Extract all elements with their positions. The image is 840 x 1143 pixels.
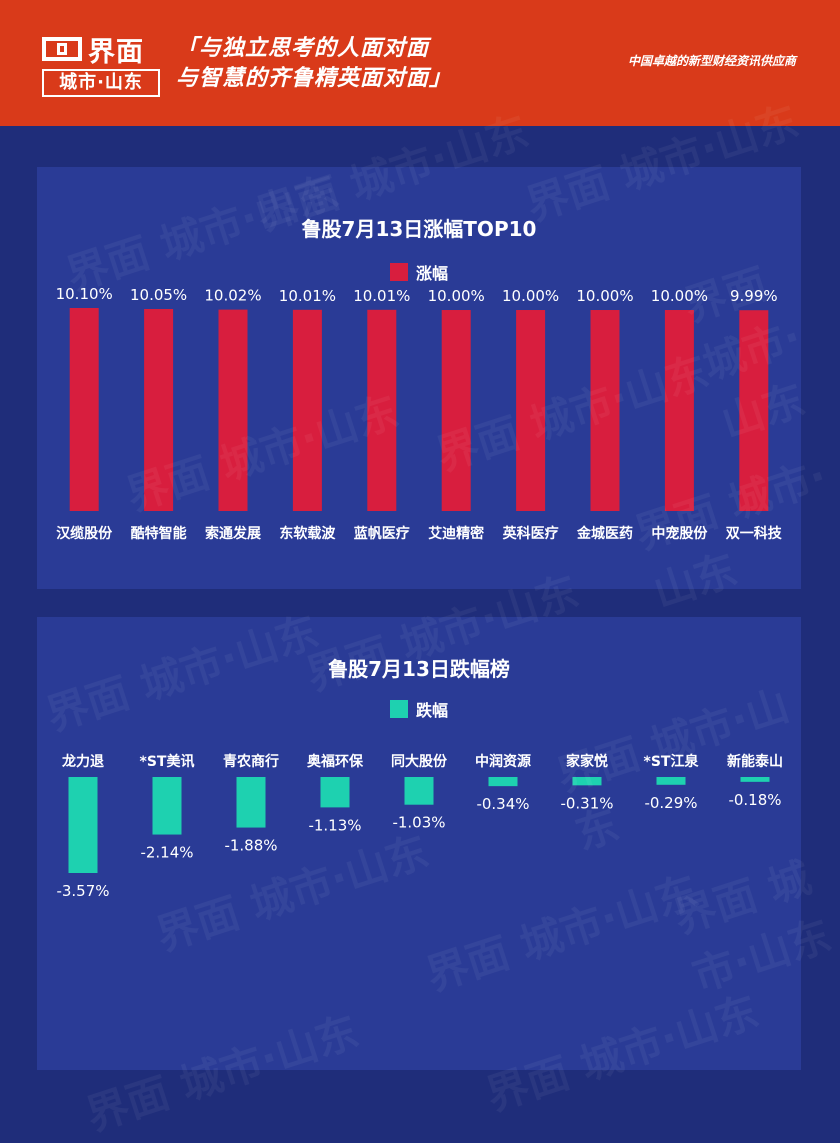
gainer-bar (664, 310, 694, 511)
gainer-value-label: 10.05% (130, 286, 187, 304)
loser-bar (656, 777, 686, 785)
loser-value-label: -2.14% (140, 844, 193, 862)
gainer-value-label: 9.99% (730, 287, 778, 305)
gainers-legend-swatch (389, 263, 408, 281)
loser-bar (236, 777, 266, 828)
gainer-value-label: 10.00% (502, 287, 559, 305)
gainer-bar (590, 310, 620, 511)
gainer-category-label: 中宠股份 (651, 525, 708, 542)
gainer-category-label: 蓝帆医疗 (354, 525, 410, 542)
logo-bottom-text: 城市·山东 (42, 69, 160, 97)
gainer-category-label: 汉缆股份 (56, 525, 113, 542)
loser-bar (488, 777, 518, 787)
loser-category-label: 青农商行 (223, 753, 279, 770)
losers-bar-chart: 龙力退 -3.57% *ST美讯 -2.14% 青农商行 -1.88% 奥福环保 -1.13%… (56, 753, 783, 900)
loser-category-label: 新能泰山 (727, 753, 783, 770)
gainer-value-label: 10.10% (56, 285, 113, 303)
loser-value-label: -1.13% (308, 816, 361, 834)
jiemian-logo: 界面 城市·山东 (42, 32, 160, 97)
loser-category-label: 中润资源 (475, 753, 531, 770)
gainers-panel: 鲁股7月13日涨幅TOP10 涨幅 10.10% 汉缆股份 10.05% 酷特智能 10… (37, 167, 801, 589)
gainer-bar (292, 309, 322, 511)
gainer-bar (69, 308, 99, 511)
loser-bar (404, 777, 434, 805)
logo-mark-icon (42, 37, 82, 61)
loser-bar (572, 777, 602, 786)
gainer-bar (367, 309, 397, 511)
gainer-category-label: 金城医药 (576, 525, 633, 542)
gainer-bar (441, 310, 471, 511)
gainer-value-label: 10.01% (279, 287, 336, 305)
loser-category-label: 家家悦 (566, 753, 608, 770)
loser-bar (740, 777, 770, 782)
gainer-value-label: 10.00% (576, 287, 633, 305)
gainer-value-label: 10.00% (428, 287, 485, 305)
loser-category-label: 同大股份 (391, 753, 448, 770)
losers-legend-swatch (389, 700, 408, 718)
gainer-bar (218, 309, 248, 511)
gainer-category-label: 东软载波 (279, 525, 336, 542)
gainers-legend: 涨幅 (37, 260, 801, 284)
loser-bar (320, 777, 350, 808)
loser-category-label: 奥福环保 (307, 753, 364, 770)
slogan: 「与独立思考的人面对面 与智慧的齐鲁精英面对面」 (176, 34, 452, 94)
loser-value-label: -0.29% (644, 794, 697, 812)
gainer-category-label: 英科医疗 (502, 525, 559, 542)
loser-value-label: -0.18% (728, 791, 781, 809)
loser-value-label: -0.31% (560, 794, 613, 812)
logo-top-text: 界面 (88, 36, 144, 68)
loser-category-label: 龙力退 (61, 753, 104, 770)
loser-bar (152, 777, 182, 835)
losers-panel: 鲁股7月13日跌幅榜 跌幅 龙力退 -3.57% *ST美讯 -2.14% 青农商行 -1… (37, 617, 801, 1070)
loser-category-label: *ST江泉 (644, 753, 700, 770)
losers-legend-label: 跌幅 (415, 701, 448, 720)
gainer-category-label: 艾迪精密 (428, 525, 484, 542)
loser-value-label: -1.03% (392, 814, 445, 832)
gainer-bar (739, 310, 769, 511)
gainer-bar (516, 310, 546, 511)
loser-value-label: -1.88% (224, 837, 277, 855)
gainers-bar-chart: 10.10% 汉缆股份 10.05% 酷特智能 10.02% 索通发展 10.01% 东软载波… (56, 285, 783, 542)
gainer-category-label: 酷特智能 (131, 525, 187, 542)
loser-category-label: *ST美讯 (140, 753, 195, 770)
header-banner: 界面 城市·山东 「与独立思考的人面对面 与智慧的齐鲁精英面对面」 中国卓越的新… (0, 0, 840, 126)
gainer-category-label: 索通发展 (205, 525, 261, 542)
loser-bar (68, 777, 98, 873)
slogan-line-2: 与智慧的齐鲁精英面对面」 (176, 66, 453, 91)
gainer-category-label: 双一科技 (726, 525, 783, 542)
gainer-value-label: 10.02% (204, 287, 261, 305)
gainer-value-label: 10.01% (353, 287, 410, 305)
gainers-legend-label: 涨幅 (415, 264, 448, 283)
tagline: 中国卓越的新型财经资讯供应商 (627, 54, 796, 68)
gainer-value-label: 10.00% (651, 287, 708, 305)
losers-chart-title: 鲁股7月13日跌幅榜 (328, 657, 510, 681)
loser-value-label: -0.34% (476, 795, 529, 813)
gainer-bar (144, 309, 174, 511)
loser-value-label: -3.57% (56, 882, 109, 900)
gainers-chart-title: 鲁股7月13日涨幅TOP10 (301, 217, 537, 241)
slogan-line-1: 「与独立思考的人面对面 (176, 36, 430, 61)
losers-legend: 跌幅 (37, 697, 801, 721)
